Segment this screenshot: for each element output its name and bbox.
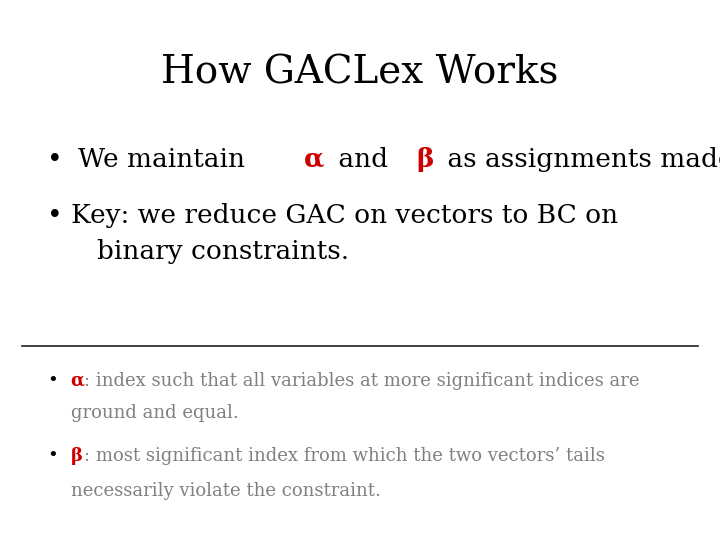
Text: We maintain: We maintain [78,147,253,172]
Text: • Key: we reduce GAC on vectors to BC on: • Key: we reduce GAC on vectors to BC on [47,204,618,228]
Text: •: • [47,447,58,465]
Text: β: β [71,447,82,465]
Text: α: α [71,372,84,390]
Text: •: • [47,372,58,390]
Text: β: β [416,147,433,172]
Text: α: α [304,147,325,172]
Text: : most significant index from which the two vectors’ tails: : most significant index from which the … [84,447,604,465]
Text: : index such that all variables at more significant indices are: : index such that all variables at more … [84,372,639,390]
Text: •: • [47,147,71,172]
Text: and: and [330,147,397,172]
Text: binary constraints.: binary constraints. [97,239,349,264]
Text: How GACLex Works: How GACLex Works [161,55,559,91]
Text: ground and equal.: ground and equal. [71,404,238,422]
Text: necessarily violate the constraint.: necessarily violate the constraint. [71,482,380,501]
Text: as assignments made.: as assignments made. [438,147,720,172]
